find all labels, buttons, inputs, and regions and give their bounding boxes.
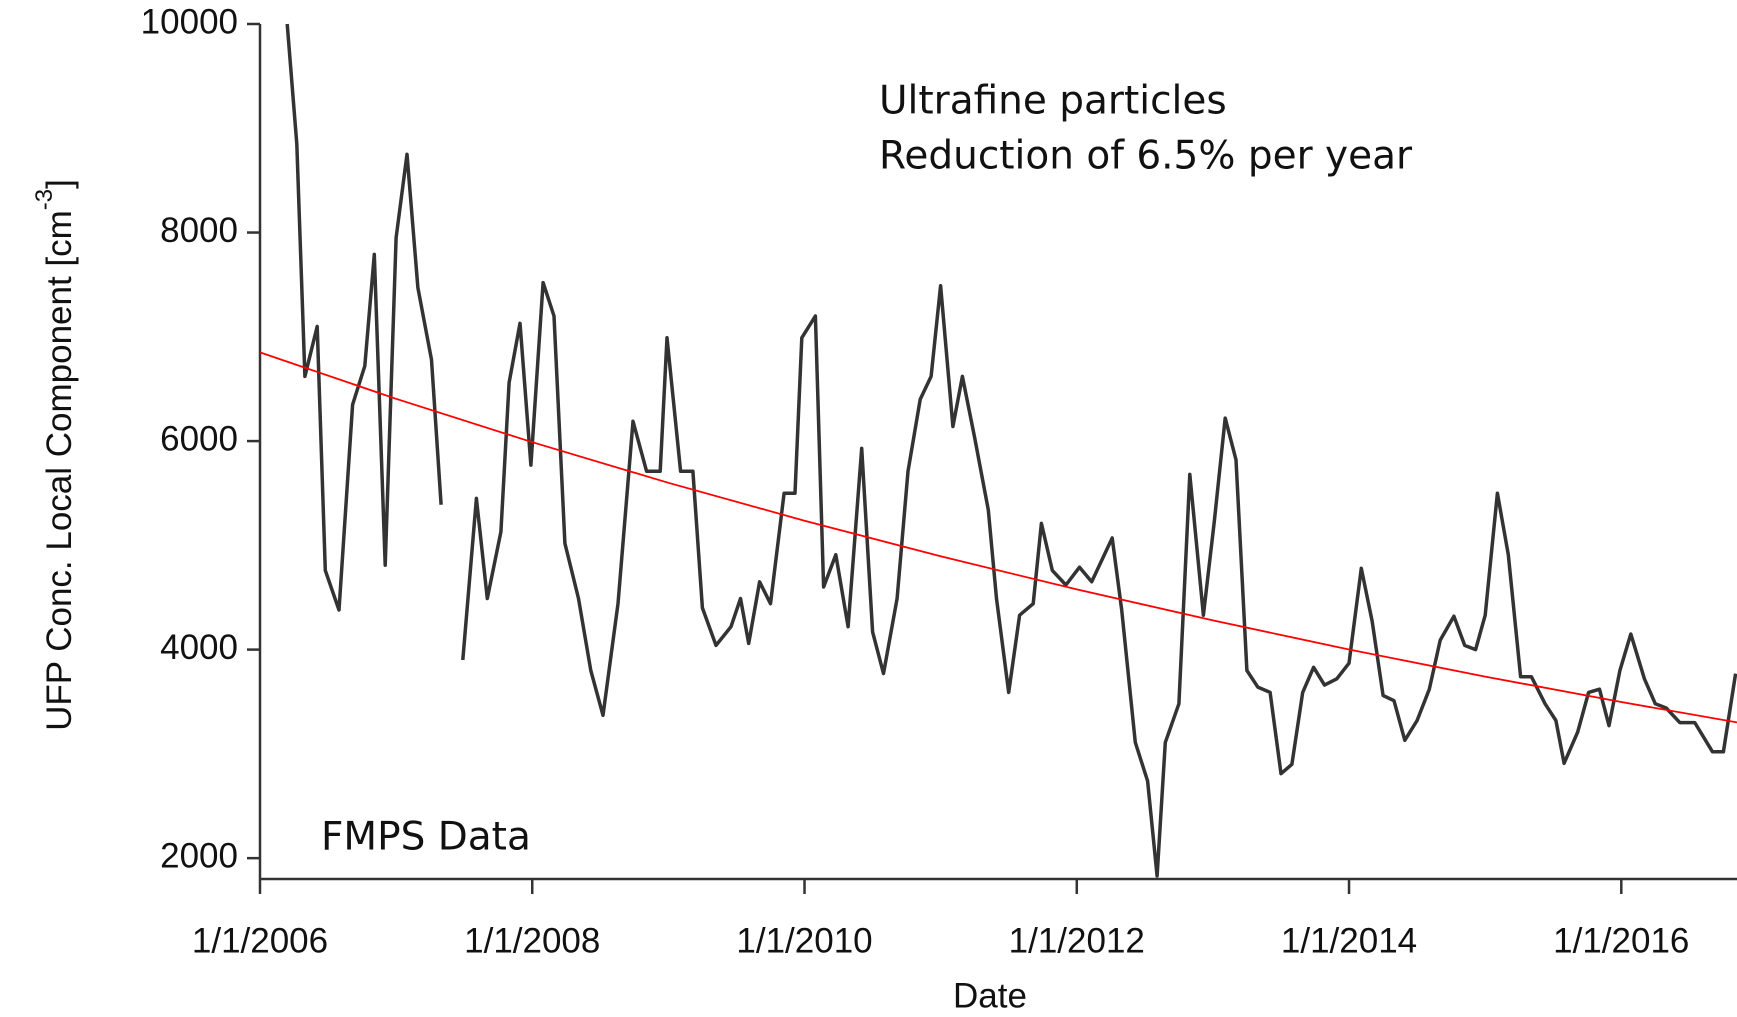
data-line: [259, 351, 1737, 724]
annotation: Ultrafine particles: [879, 79, 1227, 124]
y-axis-label: UFP Conc. Local Component [cm-3]: [31, 179, 79, 731]
y-tick-label: 2000: [160, 836, 238, 875]
x-axis-label: Date: [953, 976, 1027, 1015]
y-axis-label-superscript: -3: [31, 189, 58, 210]
x-tick-label: 1/1/2012: [1009, 921, 1145, 960]
x-tick-label: 1/1/2010: [736, 921, 872, 960]
data-line: [285, 23, 1737, 878]
y-axis-label-text: UFP Conc. Local Component [cm: [40, 210, 79, 731]
x-tick-label: 1/1/2014: [1281, 921, 1417, 960]
x-tick-label: 1/1/2006: [192, 921, 328, 960]
y-tick-label: 10000: [141, 2, 238, 41]
y-tick-label: 4000: [160, 628, 238, 667]
y-tick-label: 8000: [160, 211, 238, 250]
x-tick-label: 1/1/2008: [464, 921, 600, 960]
y-tick-label: 6000: [160, 419, 238, 458]
annotation: Reduction of 6.5% per year: [879, 134, 1413, 179]
y-axis-label-end: ]: [40, 179, 79, 189]
annotation: FMPS Data: [321, 815, 531, 860]
x-tick-label: 1/1/2016: [1553, 921, 1689, 960]
